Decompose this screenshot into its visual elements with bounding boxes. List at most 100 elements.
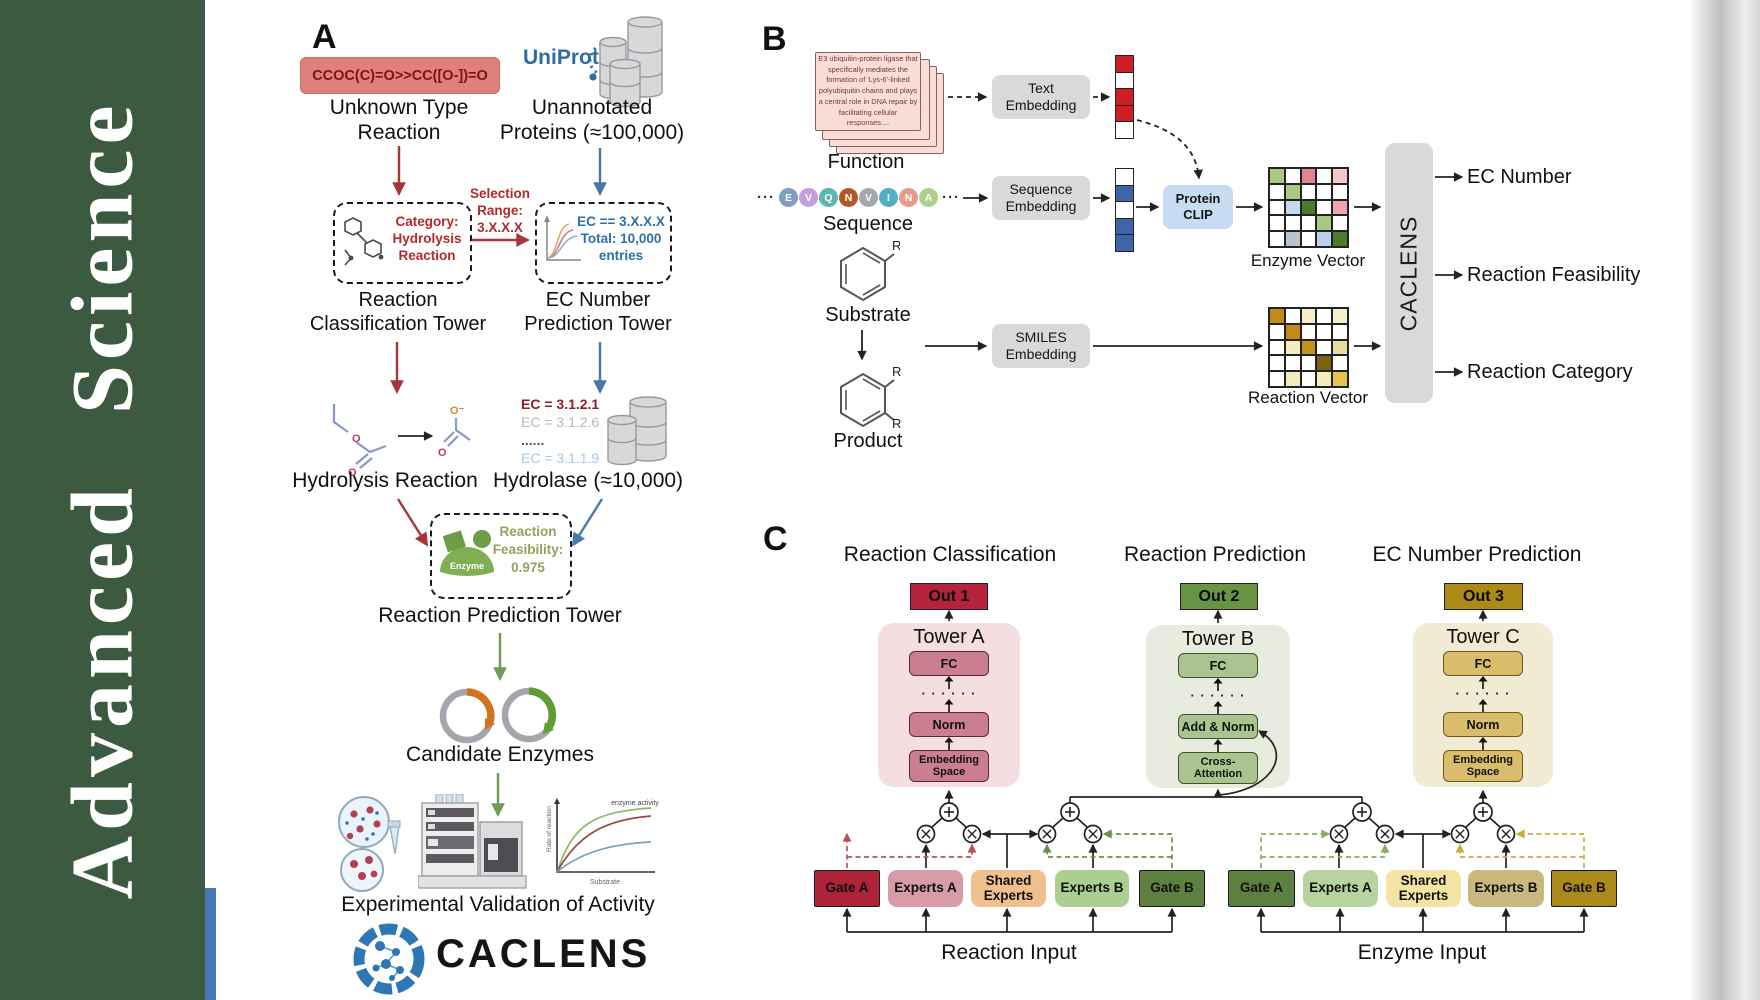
oxygen-atom: O bbox=[352, 433, 361, 445]
plasmid-icons bbox=[439, 687, 557, 744]
tower-b-title: Tower B bbox=[1181, 628, 1255, 650]
unannotated-proteins-label-1: Unannotated bbox=[531, 96, 653, 119]
out-2-label: Out 2 bbox=[1198, 587, 1240, 605]
smiles-reaction-box: CCOC(C)=O>>CC([O-])=O bbox=[300, 57, 500, 94]
up-arrow-icon bbox=[1478, 737, 1488, 750]
candidate-enzymes-label: Candidate Enzymes bbox=[406, 743, 594, 766]
panel-c-label: C bbox=[763, 520, 788, 558]
vector-cell bbox=[1269, 215, 1285, 232]
up-arrow-icon bbox=[1478, 676, 1488, 689]
out-3-label: Out 3 bbox=[1463, 587, 1504, 605]
vector-cell bbox=[1269, 339, 1285, 356]
vector-cell bbox=[1300, 371, 1317, 387]
unannotated-proteins-label-2: Proteins (≈100,000) bbox=[499, 121, 685, 144]
vector-cell bbox=[1300, 168, 1317, 184]
ec-candidate: EC = 3.1.2.1 bbox=[521, 396, 600, 412]
vector-cell bbox=[1332, 168, 1348, 184]
enzyme-input-label: Enzyme Input bbox=[1357, 941, 1487, 964]
vector-cell bbox=[1332, 183, 1348, 200]
vector-cell bbox=[1269, 231, 1285, 247]
vector-cell bbox=[1284, 183, 1301, 200]
residue-bubble: A bbox=[919, 188, 938, 207]
vector-cell bbox=[1300, 339, 1317, 356]
vector-cell bbox=[1269, 308, 1285, 324]
unknown-reaction-label-1: Unknown Type bbox=[329, 96, 469, 119]
enzyme-icon-label: Enzyme bbox=[450, 561, 484, 571]
vector-cell bbox=[1116, 88, 1133, 105]
ellipsis-right: ··· bbox=[942, 189, 960, 206]
tower1-label-1: Reaction bbox=[358, 289, 438, 311]
enzyme-experts-a: Experts A bbox=[1303, 870, 1378, 907]
tower-a-dots: · · · · · · bbox=[921, 686, 977, 701]
reaction-vector-label: Reaction Vector bbox=[1247, 388, 1369, 407]
validation-label: Experimental Validation of Activity bbox=[341, 893, 655, 916]
reaction-input-label: Reaction Input bbox=[941, 941, 1077, 964]
vector-cell bbox=[1116, 56, 1133, 72]
cell-assay-icon bbox=[338, 796, 401, 892]
smiles-embedding-label: SMILES Embedding bbox=[1005, 328, 1077, 362]
vector-cell bbox=[1332, 308, 1348, 324]
residue-bubble: V bbox=[859, 188, 878, 207]
selection-line-2: Range: bbox=[477, 203, 523, 218]
hplc-instrument-icon bbox=[418, 794, 527, 889]
enzyme-activity-plot: enzyme activity Rate of reaction Substra… bbox=[546, 798, 659, 886]
ec-box-line-2: Total: 10,000 bbox=[580, 231, 662, 246]
feasibility-line-2: Feasibility: bbox=[492, 542, 564, 557]
enzyme-shared-experts: Shared Experts bbox=[1386, 870, 1461, 907]
ec-box-line-3: entries bbox=[598, 248, 644, 263]
vector-cell bbox=[1116, 184, 1133, 201]
panel-b-label: B bbox=[762, 20, 787, 58]
tower1-label-2: Classification Tower bbox=[309, 313, 487, 335]
vector-cell bbox=[1332, 199, 1348, 216]
vector-cell bbox=[1332, 323, 1348, 340]
output-ec-number: EC Number bbox=[1467, 166, 1572, 188]
substrate-molecule: R bbox=[840, 238, 900, 302]
reaction-gate-a: Gate A bbox=[814, 870, 880, 907]
plot-ylabel: Rate of reaction bbox=[546, 806, 553, 852]
tower-b: Tower B FC · · · · · · Add & Norm Cross-… bbox=[1146, 625, 1290, 788]
hydrolysis-reaction-drawing: O O O⁻ O bbox=[332, 404, 471, 478]
vector-cell bbox=[1316, 355, 1333, 372]
tower2-label-2: Prediction Tower bbox=[524, 313, 672, 335]
unknown-reaction-label-2: Reaction bbox=[357, 121, 441, 144]
function-card-front: E3 ubiquitin-protein ligase that specifi… bbox=[815, 52, 921, 131]
ec-candidate-list: EC = 3.1.2.1 EC = 3.1.2.6...... EC = 3.1.1… bbox=[521, 395, 599, 467]
hydrolysis-reaction-label: Hydrolysis Reaction bbox=[292, 469, 478, 492]
vector-cell bbox=[1332, 355, 1348, 372]
panel-b-arrows bbox=[857, 92, 1464, 377]
sequence-label: Sequence bbox=[822, 213, 914, 235]
tower-a-fc: FC bbox=[909, 651, 989, 676]
function-label: Function bbox=[827, 151, 905, 173]
protein-clip-box: Protein CLIP bbox=[1163, 185, 1233, 229]
vector-cell bbox=[1269, 168, 1285, 184]
enzyme-vector-matrix bbox=[1268, 167, 1349, 248]
vector-cell bbox=[1116, 169, 1133, 185]
vector-cell bbox=[1332, 371, 1348, 387]
caclens-logo-icon bbox=[353, 923, 425, 995]
up-arrow-icon bbox=[1213, 739, 1223, 752]
enzyme-icon: Enzyme bbox=[440, 530, 494, 576]
function-text: E3 ubiquitin-protein ligase that specifi… bbox=[818, 53, 918, 128]
sequence-embedding-box: Sequence Embedding bbox=[992, 176, 1090, 220]
vector-cell bbox=[1116, 201, 1133, 218]
heading-ec-number-prediction: EC Number Prediction bbox=[1372, 543, 1582, 566]
up-arrow-icon bbox=[944, 699, 954, 712]
tower-c-norm: Norm bbox=[1443, 712, 1523, 737]
vector-cell bbox=[1284, 231, 1301, 247]
tower-a-title: Tower A bbox=[913, 626, 985, 648]
vector-cell bbox=[1284, 308, 1301, 324]
tower-b-add-norm: Add & Norm bbox=[1178, 714, 1258, 739]
selection-line-3: 3.X.X.X bbox=[477, 220, 523, 235]
oxygen-atom: O bbox=[348, 467, 357, 478]
up-arrow-icon bbox=[1213, 678, 1223, 691]
up-arrow-icon bbox=[1213, 701, 1223, 714]
uniprot-logo-text: UniProt bbox=[523, 46, 599, 69]
vector-cell bbox=[1116, 71, 1133, 88]
output-reaction-category: Reaction Category bbox=[1467, 361, 1633, 383]
vector-cell bbox=[1300, 308, 1317, 324]
function-card-stack: E3 ubiquitin-protein ligase that specifi… bbox=[815, 52, 945, 155]
vector-cell bbox=[1269, 183, 1285, 200]
vector-cell bbox=[1284, 215, 1301, 232]
vector-cell bbox=[1316, 199, 1333, 216]
